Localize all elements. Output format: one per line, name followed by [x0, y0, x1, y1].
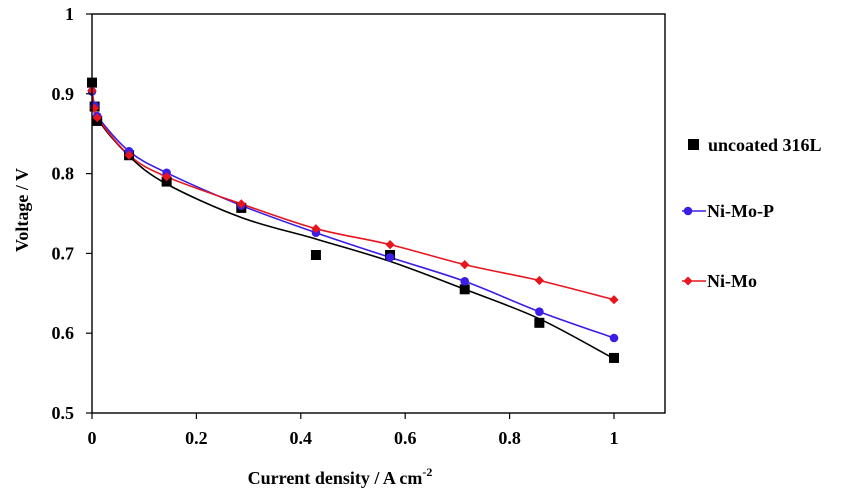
legend-label: Ni-Mo — [707, 271, 757, 291]
data-point-ni-mo — [460, 260, 470, 270]
data-point-ni-mo — [311, 224, 321, 234]
legend-label: Ni-Mo-P — [707, 201, 774, 221]
data-point-ni-mo-p — [535, 307, 544, 316]
legend-entry-ni-mo-p: Ni-Mo-P — [682, 201, 774, 221]
x-tick-label: 0 — [88, 428, 97, 448]
x-tick-label: 1 — [610, 428, 619, 448]
data-point-ni-mo — [162, 172, 172, 182]
x-tick-label: 0.8 — [498, 428, 521, 448]
data-point-ni-mo — [534, 275, 544, 286]
x-axis-title: Current density / A cm-2 — [248, 465, 433, 488]
series-line-ni-mo-p — [91, 91, 615, 339]
data-point-uncoated-316l — [459, 284, 470, 295]
axes — [86, 13, 666, 419]
data-point-ni-mo — [92, 113, 102, 123]
tick-labels: 0 0.2 0.4 0.6 0.8 1 0.5 0.6 0.7 0.8 0.9 1 — [52, 4, 619, 448]
y-tick-label: 0.5 — [52, 403, 75, 423]
data-point-ni-mo — [236, 199, 246, 209]
data-point-ni-mo-p — [460, 277, 470, 286]
legend-label: uncoated 316L — [708, 135, 822, 155]
x-axis-title-superscript: -2 — [422, 465, 432, 479]
series-line-ni-mo — [91, 90, 615, 301]
data-point-uncoated-316l — [534, 317, 545, 328]
y-tick-label: 1 — [65, 4, 74, 24]
y-axis-title: Voltage / V — [12, 168, 32, 252]
data-point-ni-mo-p — [385, 253, 395, 262]
plot-markers — [87, 77, 619, 363]
y-tick-label: 0.9 — [52, 84, 75, 104]
plot-frame — [91, 13, 666, 414]
data-point-ni-mo — [124, 150, 134, 160]
legend-marker-diamond — [683, 276, 693, 286]
data-point-uncoated-316l — [161, 176, 172, 187]
data-point-uncoated-316l — [310, 249, 321, 260]
x-tick-label: 0.4 — [290, 428, 313, 448]
legend-marker-circle — [683, 206, 693, 216]
legend-entry-ni-mo: Ni-Mo — [682, 271, 757, 291]
x-tick-label: 0.6 — [394, 428, 417, 448]
y-tick-label: 0.8 — [52, 164, 75, 184]
x-tick-label: 0.2 — [185, 428, 208, 448]
x-axis-title-main: Current density / A cm — [248, 468, 423, 488]
data-point-uncoated-316l — [609, 352, 619, 363]
data-point-ni-mo — [609, 295, 619, 305]
legend: uncoated 316L Ni-Mo-P Ni-Mo — [682, 135, 822, 291]
legend-entry-uncoated-316l: uncoated 316L — [688, 135, 822, 155]
data-point-ni-mo — [385, 240, 395, 250]
data-point-ni-mo-p — [609, 333, 619, 343]
y-tick-label: 0.6 — [52, 323, 75, 343]
y-tick-label: 0.7 — [52, 243, 75, 263]
legend-marker-square — [688, 139, 699, 150]
